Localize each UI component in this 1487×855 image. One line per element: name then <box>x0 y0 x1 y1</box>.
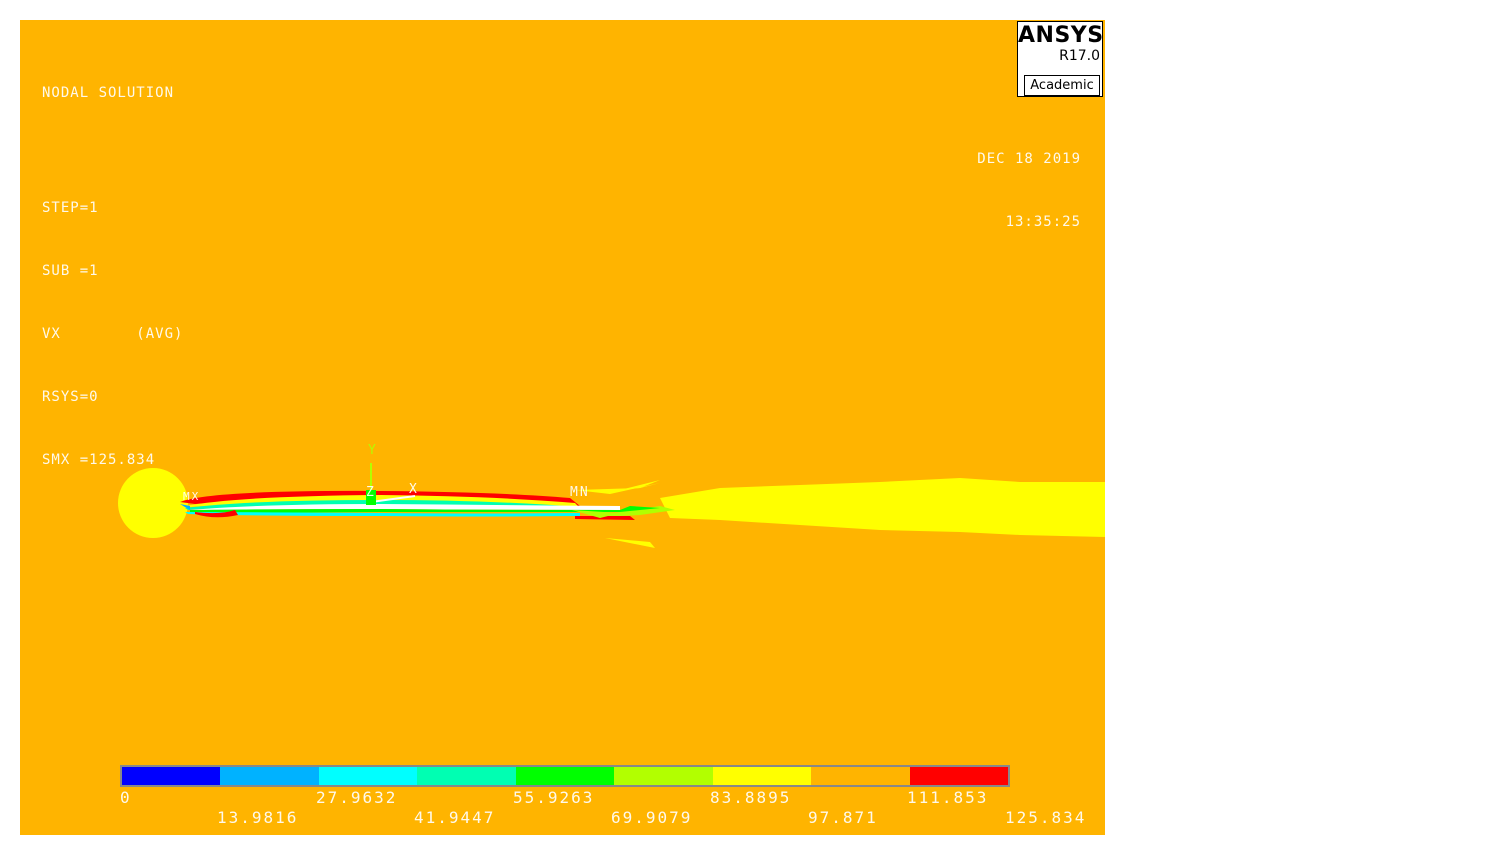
substep-label: SUB =1 <box>42 263 99 279</box>
legend-swatch <box>909 767 1008 785</box>
sphere-region <box>118 468 188 538</box>
graphics-viewport[interactable]: NODAL SOLUTION STEP=1 SUB =1 VX (AVG) RS… <box>20 20 1105 835</box>
legend-swatch <box>712 767 812 785</box>
legend-top-label: 83.8895 <box>710 788 792 807</box>
step-label: STEP=1 <box>42 200 99 216</box>
date-label: DEC 18 2019 <box>977 151 1081 167</box>
cyan-band <box>185 512 580 517</box>
legend-swatch <box>417 767 516 785</box>
legend-swatch <box>515 767 615 785</box>
tail-upper-fin <box>575 483 660 494</box>
axis-y-label: Y <box>368 443 378 458</box>
legend-top-label: 111.853 <box>907 788 989 807</box>
result-item-label: VX (AVG) <box>42 326 184 342</box>
rsys-label: RSYS=0 <box>42 389 99 405</box>
legend-bottom-label: 97.871 <box>808 808 878 827</box>
tail-lime-band <box>572 510 620 518</box>
wake-region <box>660 478 1105 537</box>
green-band <box>190 506 660 513</box>
legend-top-label: 27.9632 <box>316 788 398 807</box>
legend-bottom-label: 41.9447 <box>414 808 496 827</box>
axis-z-label: Z <box>366 485 376 500</box>
wake-streak-lower <box>605 538 655 548</box>
legend-swatch <box>811 767 910 785</box>
contour-legend-bar <box>120 765 1010 787</box>
smx-label: SMX =125.834 <box>42 452 156 468</box>
legend-swatch <box>614 767 713 785</box>
legend-top-label: 55.9263 <box>513 788 595 807</box>
legend-bottom-label: 69.9079 <box>611 808 693 827</box>
logo-brand: ANSYS <box>1018 23 1104 48</box>
axis-x-line <box>370 495 416 503</box>
legend-bottom-label: 13.9816 <box>217 808 299 827</box>
date-stamp: DEC 18 2019 13:35:25 <box>977 107 1081 275</box>
axis-z-marker <box>366 490 376 505</box>
legend-top-label: 0 <box>120 788 132 807</box>
high-velocity-band-bottom <box>195 510 238 518</box>
nose-band <box>180 504 190 510</box>
ansys-logo: ANSYS R17.0 Academic <box>1017 21 1103 97</box>
min-marker: MN <box>570 485 590 500</box>
solution-title: NODAL SOLUTION <box>42 85 175 101</box>
logo-edition: Academic <box>1024 75 1100 96</box>
legend-bottom-label: 125.834 <box>1005 808 1087 827</box>
legend-swatch <box>318 767 418 785</box>
legend-swatch <box>220 767 319 785</box>
nodal-solution-info: NODAL SOLUTION STEP=1 SUB =1 VX (AVG) RS… <box>42 41 183 513</box>
legend-swatch <box>122 767 221 785</box>
axis-x-label: X <box>409 482 419 497</box>
wake-streak-upper <box>620 480 660 490</box>
body-outline <box>190 504 620 511</box>
max-marker: MX <box>183 490 201 503</box>
contour-plot <box>118 463 1105 548</box>
tail-red-band <box>575 516 635 520</box>
time-label: 13:35:25 <box>1005 214 1081 230</box>
logo-version: R17.0 <box>1059 48 1100 64</box>
